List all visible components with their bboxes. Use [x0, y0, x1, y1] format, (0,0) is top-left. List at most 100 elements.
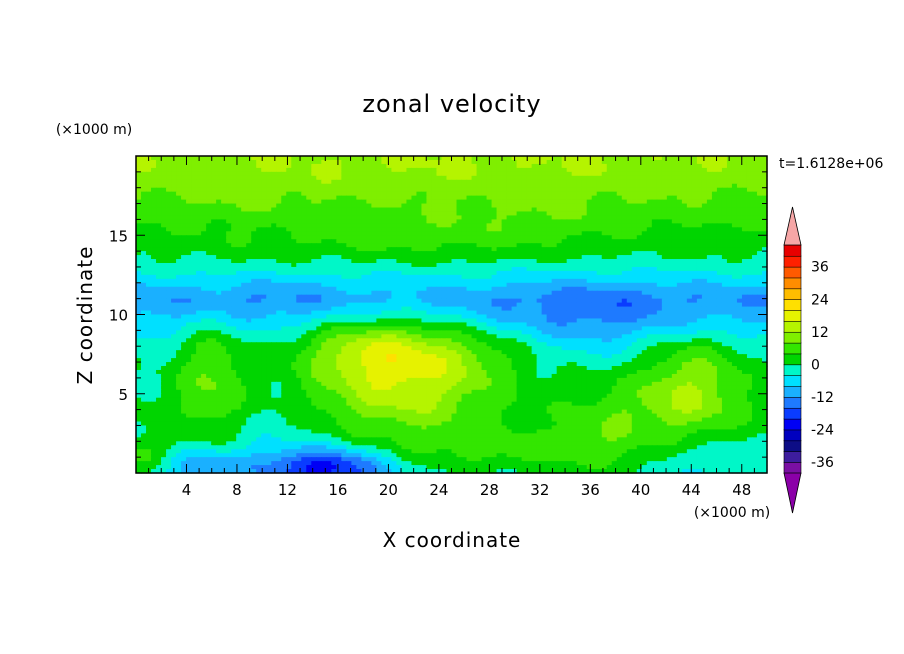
field-cell [321, 259, 327, 264]
field-cell [396, 219, 403, 224]
field-cell [211, 215, 217, 220]
field-cell [231, 211, 237, 217]
field-cell [591, 262, 598, 268]
field-cell [461, 306, 468, 312]
field-cell [136, 159, 142, 165]
field-cell [406, 223, 413, 228]
field-cell [341, 266, 347, 272]
field-cell [366, 286, 372, 292]
field-cell [266, 191, 272, 197]
field-cell [521, 159, 528, 165]
field-cell [146, 191, 152, 197]
field-cell [701, 223, 708, 228]
field-cell [366, 223, 372, 228]
field-cell [601, 306, 608, 312]
field-cell [591, 247, 598, 252]
field-cell [606, 270, 613, 276]
field-cell [591, 298, 598, 304]
field-cell [341, 223, 347, 228]
field-cell [726, 231, 733, 236]
field-cell [566, 298, 573, 304]
field-cell [186, 298, 192, 304]
field-cell [231, 286, 237, 292]
field-cell [311, 278, 317, 284]
field-cell [656, 167, 663, 173]
field-cell [581, 199, 588, 205]
field-cell [481, 191, 488, 197]
field-cell [241, 298, 247, 304]
field-cell [171, 306, 177, 312]
field-cell [471, 199, 478, 205]
field-cell [381, 156, 387, 161]
field-cell [616, 274, 623, 280]
field-cell [681, 195, 688, 201]
field-cell [141, 251, 147, 256]
field-cell [316, 223, 322, 228]
field-cell [506, 243, 513, 248]
field-cell [386, 286, 393, 292]
field-cell [761, 235, 768, 240]
field-cell [501, 266, 508, 272]
field-cell [541, 159, 548, 165]
field-cell [271, 306, 277, 312]
field-cell [271, 243, 277, 248]
field-cell [616, 302, 623, 308]
field-cell [671, 156, 678, 161]
field-cell [221, 207, 227, 213]
field-cell [366, 239, 372, 244]
field-cell [756, 215, 763, 220]
field-cell [216, 156, 222, 161]
field-cell [196, 235, 202, 240]
field-cell [426, 266, 433, 272]
field-cell [151, 195, 157, 201]
field-cell [511, 247, 518, 252]
field-cell [361, 163, 367, 169]
field-cell [236, 243, 242, 248]
field-cell [526, 171, 533, 177]
field-cell [396, 298, 403, 304]
field-cell [186, 306, 192, 312]
field-cell [251, 171, 257, 177]
field-cell [756, 227, 763, 232]
field-cell [256, 191, 262, 197]
field-cell [676, 302, 683, 308]
field-cell [176, 159, 182, 165]
field-cell [731, 255, 738, 260]
field-cell [756, 239, 763, 244]
field-cell [691, 243, 698, 248]
field-cell [446, 211, 453, 217]
field-cell [596, 259, 603, 264]
field-cell [531, 179, 538, 185]
field-cell [251, 211, 257, 217]
field-cell [391, 219, 398, 224]
field-cell [561, 270, 568, 276]
field-cell [501, 235, 508, 240]
field-cell [681, 183, 688, 189]
field-cell [626, 219, 633, 224]
field-cell [136, 266, 142, 272]
field-cell [186, 171, 192, 177]
field-cell [536, 251, 543, 256]
field-cell [561, 207, 568, 213]
field-cell [751, 294, 758, 300]
field-cell [576, 306, 583, 312]
field-cell [751, 175, 758, 181]
field-cell [476, 219, 483, 224]
field-cell [621, 266, 628, 272]
field-cell [291, 191, 297, 197]
field-cell [186, 187, 192, 193]
field-cell [506, 179, 513, 185]
field-cell [466, 183, 473, 189]
field-cell [381, 223, 387, 228]
field-cell [266, 290, 272, 296]
field-cell [761, 290, 768, 296]
field-cell [261, 290, 267, 296]
field-cell [146, 207, 152, 213]
field-cell [331, 223, 337, 228]
field-cell [676, 175, 683, 181]
field-cell [261, 227, 267, 232]
field-cell [231, 259, 237, 264]
field-cell [446, 266, 453, 272]
field-cell [236, 255, 242, 260]
field-cell [391, 290, 398, 296]
